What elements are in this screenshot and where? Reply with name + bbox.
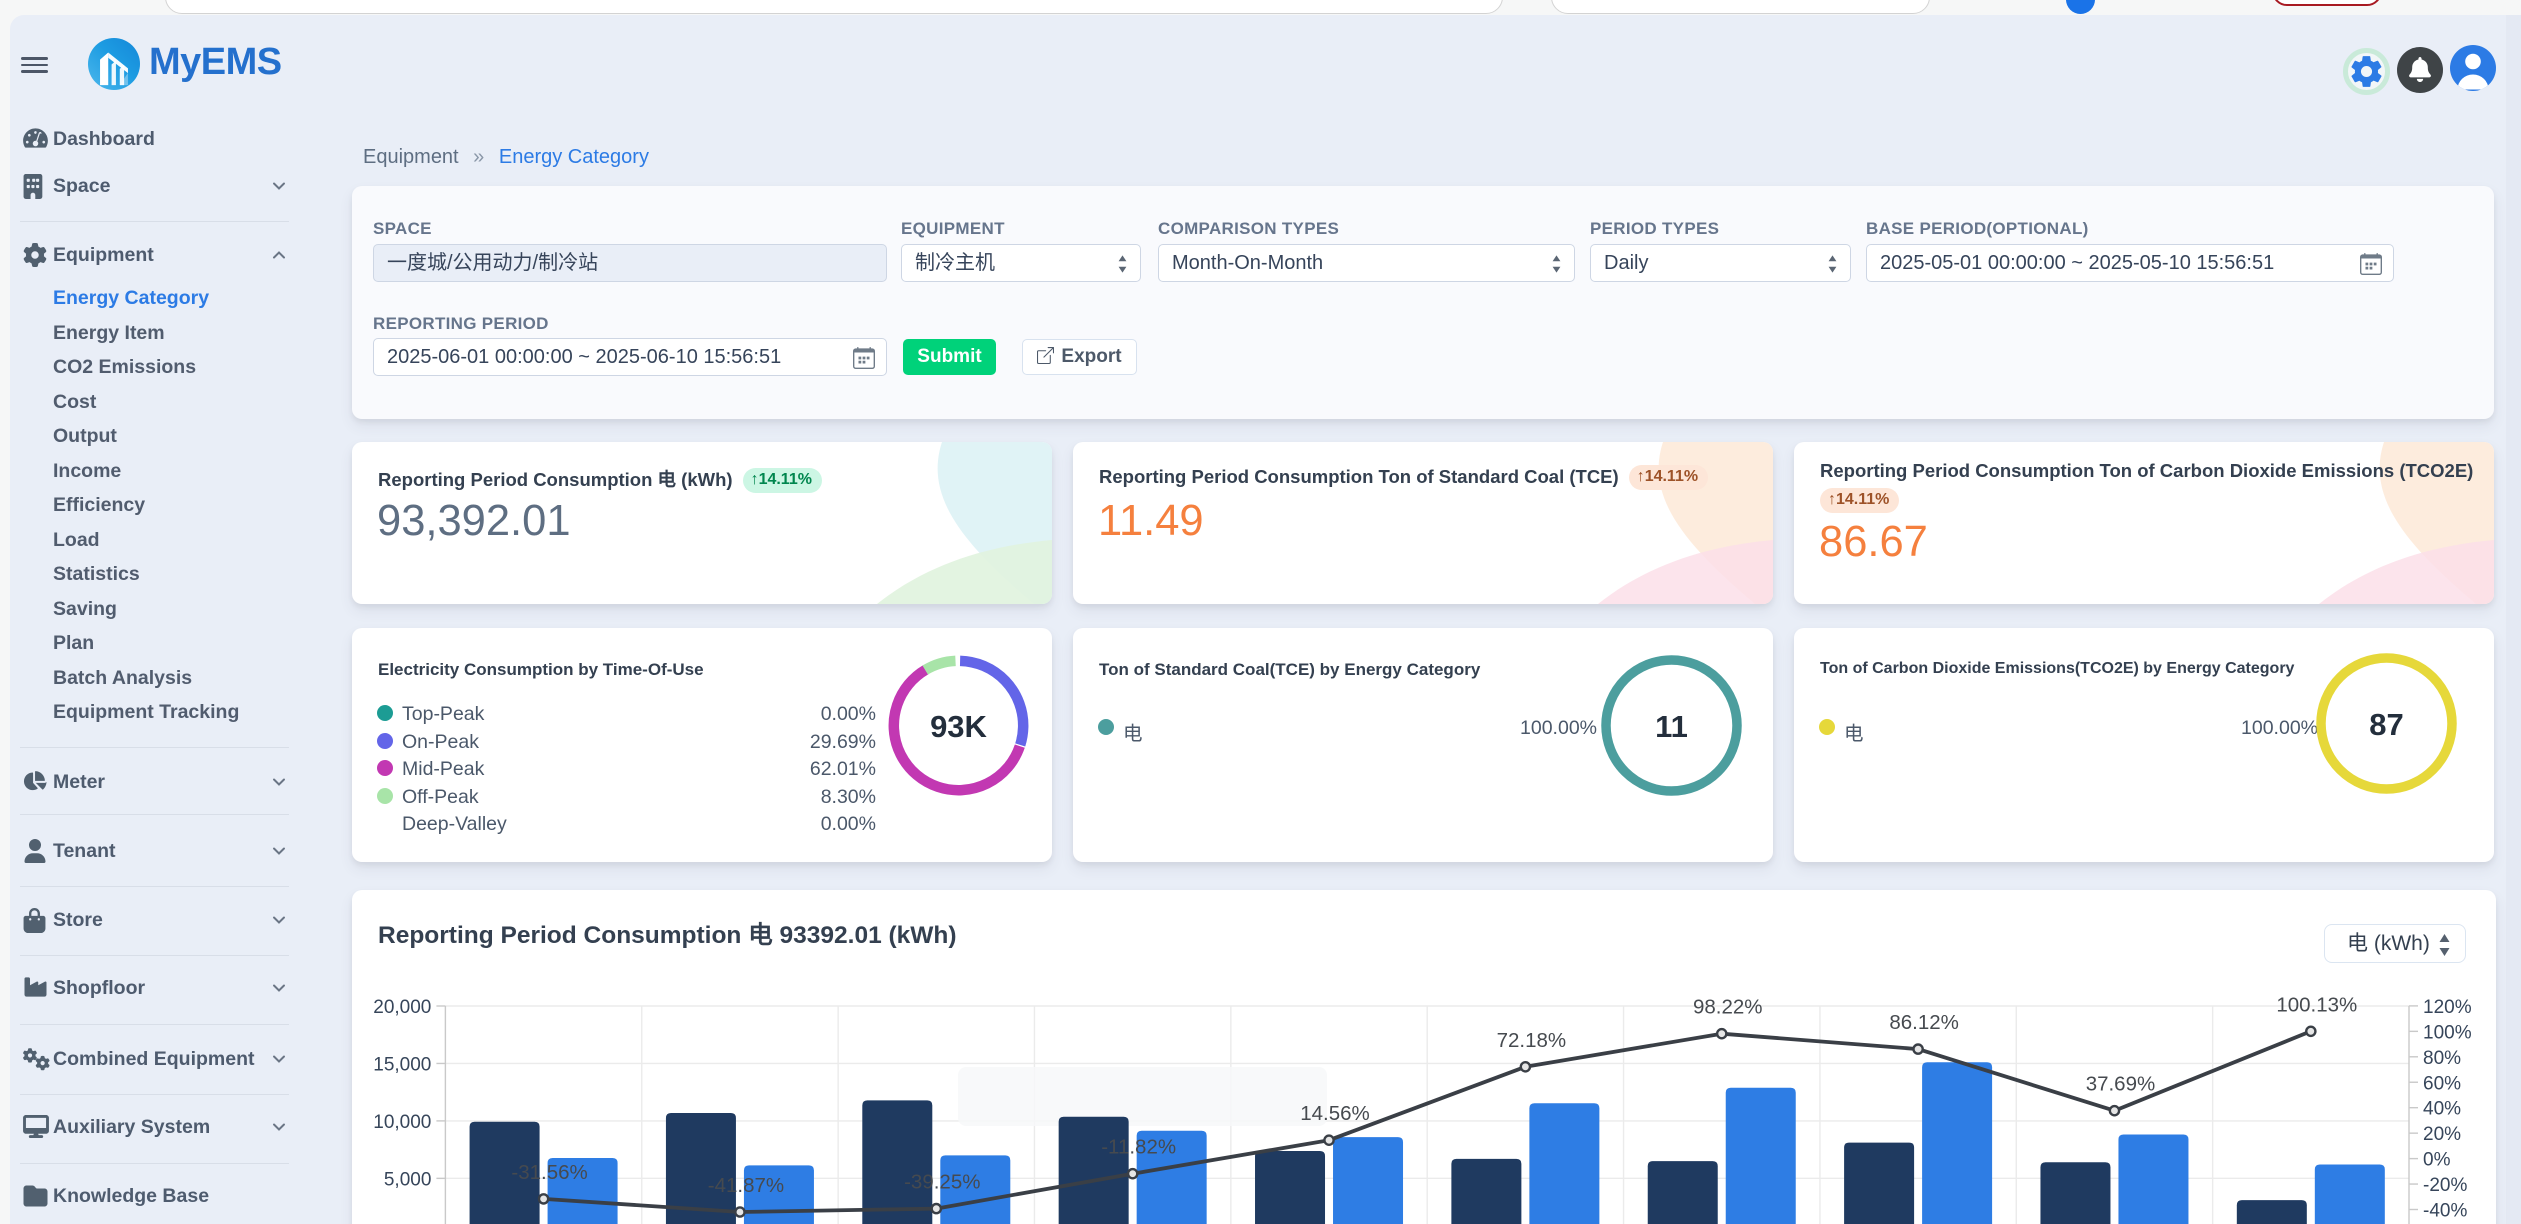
svg-text:93K: 93K	[930, 709, 987, 744]
svg-text:100%: 100%	[2423, 1022, 2472, 1043]
svg-text:60%: 60%	[2423, 1073, 2461, 1094]
svg-text:98.22%: 98.22%	[1693, 996, 1763, 1019]
svg-text:120%: 120%	[2423, 997, 2472, 1018]
svg-text:-31.56%: -31.56%	[511, 1161, 587, 1184]
svg-text:-11.82%: -11.82%	[1101, 1136, 1176, 1159]
svg-text:-20%: -20%	[2423, 1175, 2467, 1196]
svg-text:14.56%: 14.56%	[1300, 1102, 1370, 1125]
svg-text:-41.87%: -41.87%	[708, 1174, 784, 1197]
svg-text:5,000: 5,000	[384, 1169, 432, 1190]
svg-text:40%: 40%	[2423, 1099, 2461, 1120]
svg-text:20,000: 20,000	[373, 997, 431, 1018]
svg-text:100.13%: 100.13%	[2276, 993, 2357, 1016]
svg-text:72.18%: 72.18%	[1497, 1029, 1567, 1052]
svg-text:37.69%: 37.69%	[2086, 1073, 2156, 1096]
svg-text:11: 11	[1655, 709, 1688, 744]
svg-text:20%: 20%	[2423, 1124, 2461, 1145]
svg-text:86.12%: 86.12%	[1889, 1011, 1959, 1034]
svg-text:-39.25%: -39.25%	[904, 1171, 980, 1194]
svg-text:87: 87	[2369, 707, 2403, 742]
svg-text:80%: 80%	[2423, 1048, 2461, 1069]
svg-text:0%: 0%	[2423, 1150, 2451, 1171]
svg-text:-40%: -40%	[2423, 1201, 2467, 1222]
svg-text:10,000: 10,000	[373, 1112, 431, 1133]
svg-text:15,000: 15,000	[373, 1054, 431, 1075]
